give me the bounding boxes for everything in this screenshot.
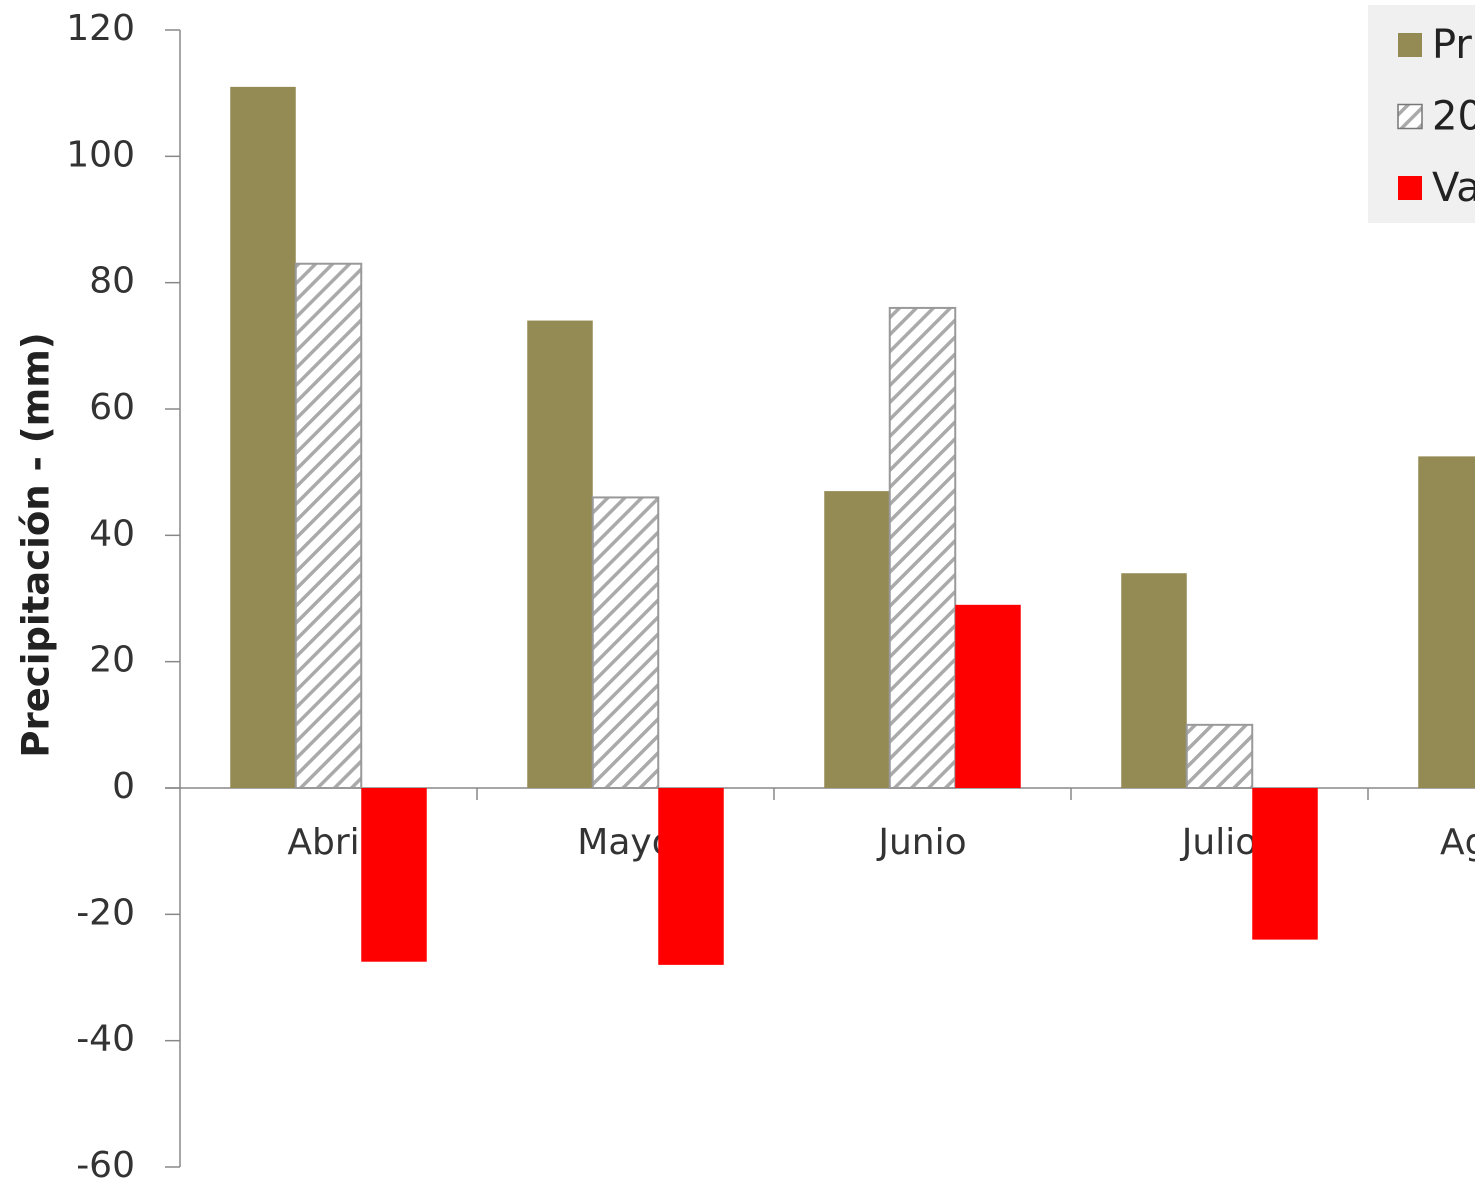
bar — [294, 262, 363, 789]
bar — [955, 604, 1021, 788]
y-axis-title: Precipitación - (mm) — [15, 332, 58, 757]
bar — [1121, 573, 1187, 788]
legend-label: Va — [1432, 165, 1475, 211]
bar — [591, 496, 660, 789]
y-tick-label: -60 — [76, 1145, 135, 1184]
y-tick-label: 0 — [112, 766, 135, 807]
y-tick-label: 20 — [89, 640, 135, 681]
legend-swatch — [1398, 176, 1422, 200]
y-tick-label: 100 — [66, 134, 135, 175]
bar — [1185, 723, 1254, 789]
y-tick-label: -40 — [76, 1019, 135, 1060]
x-tick-label: Ag — [1440, 822, 1475, 863]
bar — [527, 320, 593, 788]
legend-label: 20 — [1432, 94, 1475, 140]
bar — [888, 306, 957, 789]
x-tick-label: Junio — [876, 822, 966, 863]
legend-swatch — [1397, 103, 1423, 130]
y-tick-label: -20 — [76, 892, 135, 933]
bar — [1252, 788, 1318, 940]
bar — [658, 788, 724, 965]
bar — [230, 86, 296, 789]
y-tick-label: 60 — [89, 387, 135, 428]
legend-label: Pr — [1432, 22, 1472, 68]
y-tick-label: 80 — [89, 261, 135, 302]
bar — [1418, 456, 1475, 788]
x-tick-label: Mayo — [577, 822, 673, 863]
x-tick-label: Abril — [287, 822, 369, 863]
bar — [824, 491, 890, 788]
bar — [361, 788, 427, 962]
x-tick-label: Julio — [1180, 822, 1257, 863]
y-tick-label: 40 — [89, 513, 135, 554]
legend-swatch — [1398, 33, 1422, 57]
y-tick-label: 120 — [66, 8, 135, 49]
